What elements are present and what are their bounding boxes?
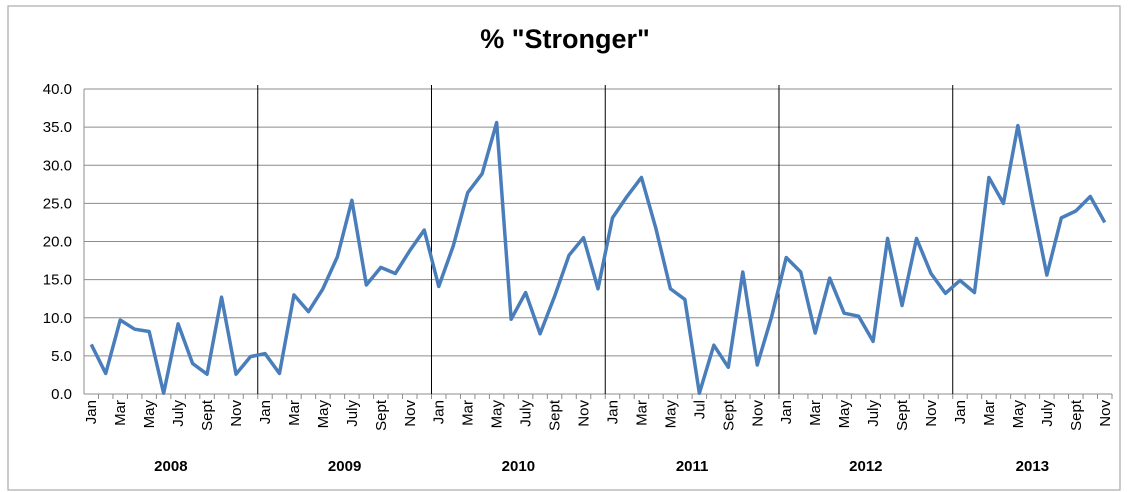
year-label: 2012 [849,458,882,475]
x-tick-label: Sept [373,399,390,431]
x-tick-label: Jan [778,400,795,424]
x-tick-label: Sept [547,399,564,431]
x-tick-label: Sept [1068,399,1085,431]
year-label: 2009 [328,458,361,475]
x-tick-label: Jan [604,400,621,424]
y-tick-label: 35.0 [43,119,72,136]
x-tick-label: July [865,400,882,427]
x-tick-label: Sept [720,399,737,431]
x-tick-label: Mar [633,400,650,426]
x-tick-label: Mar [807,400,824,426]
x-tick-label: Mar [112,400,129,426]
chart-title: % "Stronger" [480,24,650,54]
year-label: 2013 [1016,458,1049,475]
x-tick-label: July [518,400,535,427]
x-tick-label: May [1010,400,1027,429]
x-tick-label: Nov [228,400,245,427]
y-tick-label: 25.0 [43,195,72,212]
year-label: 2011 [676,458,709,475]
year-label: 2010 [502,458,535,475]
y-tick-label: 20.0 [43,234,72,251]
y-tick-label: 10.0 [43,310,72,327]
y-tick-label: 30.0 [43,157,72,174]
x-tick-label: Sept [199,399,216,431]
x-tick-label: Jan [952,400,969,424]
x-tick-label: May [315,400,332,429]
x-tick-label: July [1039,400,1056,427]
x-tick-label: Mar [460,400,477,426]
series-line [89,120,1107,395]
x-tick-label: Sept [894,399,911,431]
y-tick-label: 0.0 [51,386,72,403]
y-tick-label: 5.0 [51,348,72,365]
x-tick-label: Nov [923,400,940,427]
x-tick-label: Jan [431,400,448,424]
x-tick-label: Jul [691,400,708,419]
x-tick-label: Nov [1097,400,1114,427]
x-tick-label: May [489,400,506,429]
x-tick-label: May [836,400,853,429]
x-tick-label: Nov [402,400,419,427]
year-label: 2008 [154,458,187,475]
x-tick-label: Nov [749,400,766,427]
chart-border [7,5,1121,491]
x-tick-label: Jan [83,400,100,424]
x-tick-label: May [662,400,679,429]
x-tick-label: Nov [576,400,593,427]
x-tick-label: Mar [286,400,303,426]
y-tick-label: 15.0 [43,272,72,289]
x-tick-label: Mar [981,400,998,426]
x-tick-label: July [344,400,361,427]
x-tick-label: Jan [257,400,274,424]
x-tick-label: July [170,400,187,427]
y-tick-label: 40.0 [43,81,72,98]
x-tick-label: May [141,400,158,429]
